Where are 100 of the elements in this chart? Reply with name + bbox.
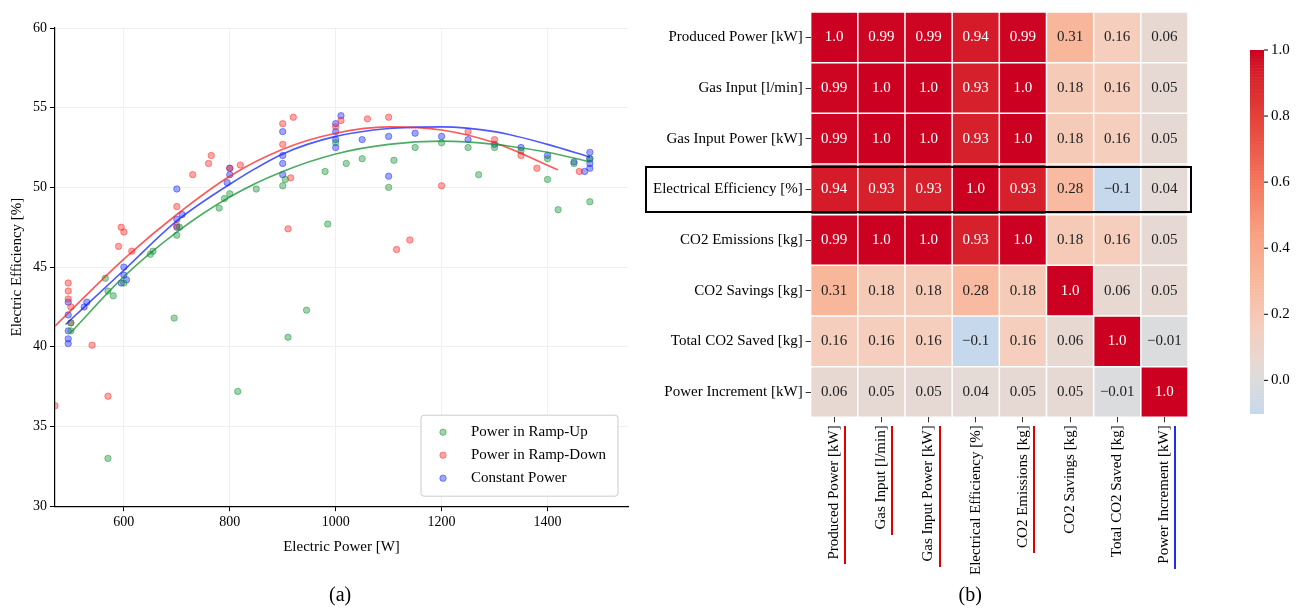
data-label: 0.93	[915, 180, 942, 197]
data-label: −0.01	[1099, 382, 1135, 399]
point	[284, 225, 292, 233]
point	[279, 159, 287, 168]
data-label: 1.0	[872, 129, 891, 146]
point	[358, 135, 366, 144]
data-label: 0.16	[915, 332, 943, 349]
point	[64, 287, 72, 295]
data-label: 0.16	[1104, 78, 1131, 95]
data-label: 0.99	[1009, 28, 1037, 45]
y-tick-label: 35	[33, 418, 47, 434]
point	[284, 333, 292, 341]
data-label: 0.31	[821, 281, 848, 298]
data-label: 0.05	[868, 382, 895, 399]
point	[331, 123, 340, 131]
point	[289, 113, 298, 121]
data-label: 0.16	[821, 332, 848, 349]
data-label: 1.0	[919, 230, 938, 247]
data-label: 0.93	[868, 180, 895, 197]
data-label: 0.18	[1056, 78, 1084, 95]
x-tick-label: 800	[219, 514, 241, 530]
point	[279, 127, 287, 136]
y-tick-label: Power Increment [kW]	[664, 382, 803, 399]
point	[490, 135, 499, 144]
point	[392, 245, 401, 254]
x-tick-label: Gas Input Power [kW]	[919, 425, 936, 562]
x-tick-label: 1200	[427, 514, 456, 530]
data-label: 0.06	[1056, 332, 1084, 349]
point	[302, 306, 311, 314]
point	[464, 143, 472, 152]
x-tick-label: 600	[113, 514, 135, 530]
point	[384, 113, 393, 121]
data-label: 0.99	[915, 28, 942, 45]
y-tick-label: 40	[33, 338, 47, 354]
data-label: 0.93	[962, 78, 989, 95]
point	[279, 119, 287, 128]
color-bar-label: 0.2	[1271, 305, 1290, 322]
point	[363, 115, 372, 123]
point	[286, 174, 295, 182]
point	[67, 303, 75, 311]
point	[331, 139, 340, 147]
x-tick-label: Gas Input [l/min]	[872, 425, 889, 530]
point	[554, 206, 562, 214]
point	[104, 392, 112, 400]
y-tick-label: Electrical Efficiency [%]	[652, 180, 803, 197]
data-label: −0.01	[1147, 332, 1182, 349]
point	[120, 263, 128, 271]
data-label: 0.04	[1151, 180, 1179, 197]
point	[236, 161, 245, 169]
y-tick-label: 60	[33, 19, 47, 35]
point	[109, 292, 117, 300]
x-axis-title: Electric Power [W]	[283, 537, 400, 554]
point	[464, 127, 472, 136]
y-tick-label: CO2 Emissions [kg]	[680, 230, 803, 247]
point	[586, 148, 594, 157]
point	[234, 387, 242, 396]
data-label: 1.0	[1060, 281, 1080, 298]
point	[390, 156, 398, 164]
data-label: 0.99	[821, 230, 848, 247]
legend-label: Power in Ramp-Down	[471, 446, 607, 463]
point	[88, 341, 96, 349]
data-label: 0.28	[962, 281, 989, 298]
y-tick-label: 55	[33, 99, 47, 115]
color-bar-label: 1.0	[1271, 40, 1290, 57]
point	[324, 220, 332, 228]
text: (a)	[329, 583, 352, 606]
data-label: 1.0	[1155, 382, 1174, 399]
text: (b)	[958, 583, 982, 606]
data-label: 0.16	[868, 332, 896, 349]
data-label: 1.0	[1013, 129, 1033, 146]
point	[342, 159, 350, 168]
data-label: 1.0	[966, 180, 986, 197]
data-label: 0.94	[962, 28, 990, 45]
x-tick-label: Electrical Efficiency [%]	[966, 425, 983, 576]
color-bar-label: 0.0	[1271, 371, 1290, 388]
data-label: 0.16	[1104, 230, 1131, 247]
data-label: 0.99	[868, 28, 895, 45]
legend-label: Constant Power	[471, 469, 567, 486]
color-bar-label: 0.6	[1271, 173, 1291, 190]
data-label: 0.05	[1151, 78, 1178, 95]
data-label: 0.04	[962, 382, 990, 399]
point	[575, 167, 583, 176]
data-label: 0.18	[915, 281, 942, 298]
data-label: 0.93	[962, 129, 989, 146]
data-label: 0.18	[1009, 281, 1037, 298]
data-label: 0.05	[1151, 281, 1178, 298]
point	[173, 231, 181, 239]
data-label: 1.0	[919, 129, 938, 146]
y-tick-label: Produced Power [kW]	[668, 28, 803, 45]
color-bar-label: 0.4	[1271, 239, 1291, 256]
y-tick-label: Gas Input [l/min]	[698, 78, 803, 95]
point	[223, 178, 231, 187]
point	[411, 129, 419, 137]
point	[104, 454, 112, 463]
point	[117, 223, 125, 231]
point	[207, 151, 215, 160]
point	[83, 298, 91, 306]
x-tick-label: Total CO2 Saved [kg]	[1108, 425, 1125, 558]
data-label: 0.06	[1104, 281, 1131, 298]
y-tick-label: 50	[33, 179, 47, 195]
